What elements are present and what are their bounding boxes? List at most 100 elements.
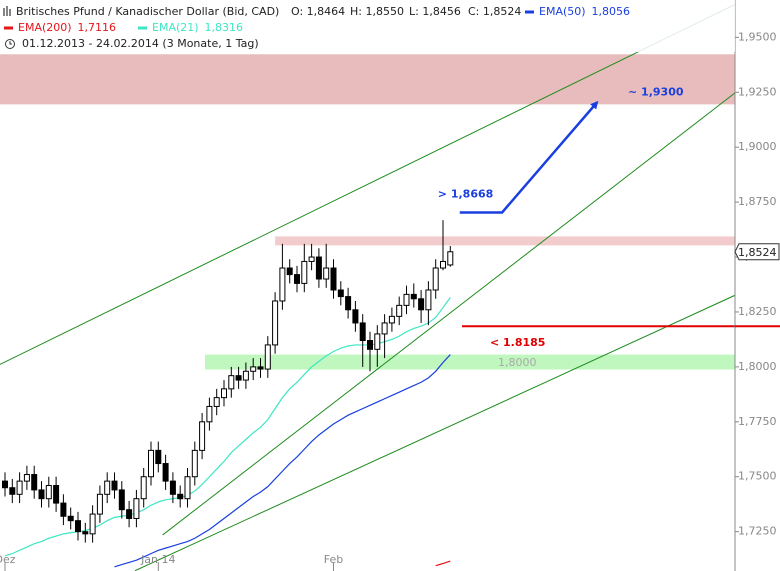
candle-body: [2, 480, 8, 489]
candle-body: [23, 474, 30, 482]
candle-body: [162, 463, 169, 482]
candle-body: [410, 293, 417, 300]
arrow-end-label: ~ 1,9300: [628, 85, 684, 98]
header-bg: [0, 0, 735, 52]
candle-body: [60, 502, 67, 517]
candle-body: [418, 298, 425, 311]
candle-body: [155, 449, 162, 465]
support-label: < 1.8185: [490, 336, 545, 349]
candle-body: [184, 476, 191, 500]
candle-body: [126, 509, 133, 519]
zone: [205, 354, 735, 370]
period: 01.12.2013 - 24.02.2014 (3 Monate, 1 Tag…: [22, 37, 259, 50]
quote-close: C: 1,8524: [468, 5, 521, 18]
candle-body: [140, 476, 147, 500]
x-tick-label: Feb: [324, 553, 343, 566]
arrow-start-label: > 1,8668: [438, 187, 494, 200]
legend-value: 1,8056: [592, 5, 631, 18]
candle-body: [89, 513, 96, 535]
candle-body: [432, 267, 439, 291]
header: Britisches Pfund / Kanadischer Dollar (B…: [0, 0, 735, 52]
candle-body: [9, 487, 16, 495]
candle-body: [53, 485, 60, 504]
quote-high: H: 1,8550: [350, 5, 404, 18]
candle-body: [118, 489, 125, 511]
candle-body: [352, 309, 359, 324]
zone: [275, 236, 735, 246]
legend-name: EMA(50): [539, 5, 586, 18]
quote-low: L: 1,8456: [409, 5, 461, 18]
y-tick-label: 1,9500: [738, 30, 777, 43]
candle-body: [279, 267, 286, 302]
legend-value: 1,7116: [78, 21, 117, 34]
candle-body: [75, 520, 81, 533]
trend-line: [134, 294, 735, 571]
clock-hands: [9, 41, 12, 45]
candle-body: [199, 421, 206, 451]
legend-swatch: [138, 26, 147, 30]
legend-swatch: [525, 10, 534, 14]
y-tick-label: 1,7250: [738, 525, 777, 538]
candle-body: [213, 397, 220, 407]
candle-body: [228, 375, 235, 390]
x-tick-label: Jan 14: [140, 553, 175, 566]
candle-body: [315, 256, 322, 280]
clock-icon: [5, 39, 15, 49]
y-tick-label: 1,9250: [738, 85, 777, 98]
candle-body: [148, 449, 154, 478]
candle-body: [264, 344, 271, 370]
trend-line: [0, 3, 735, 365]
candle-body: [104, 480, 111, 495]
candle-body: [286, 267, 293, 276]
candle-body: [330, 267, 337, 291]
trend-line: [162, 92, 735, 536]
zone-label: 1,8000: [498, 356, 537, 369]
candle-body: [82, 531, 89, 535]
candle-body: [345, 296, 352, 311]
candle-body: [45, 485, 52, 500]
candle-body: [425, 289, 432, 311]
target-arrow: [459, 100, 599, 214]
last-price-box: [734, 243, 780, 261]
candle-body: [67, 515, 74, 522]
candle-body: [235, 375, 242, 381]
candle-body: [294, 274, 300, 284]
candle-body: [440, 260, 446, 269]
x-tick-label: Dez: [0, 553, 16, 566]
candle-body: [381, 322, 388, 335]
legend-name: EMA(200): [18, 21, 72, 34]
indicator-line: [435, 560, 451, 567]
indicator-line: [114, 354, 451, 568]
candle-body: [242, 370, 249, 381]
candle-body: [221, 388, 227, 399]
y-tick-label: 1,9000: [738, 140, 777, 153]
candle-body: [133, 498, 140, 519]
y-tick-label: 1,7750: [738, 415, 777, 428]
candle-body: [396, 304, 403, 317]
legend-name: EMA(21): [152, 21, 199, 34]
candle-body: [206, 405, 213, 423]
last-price-label: 1,8524: [738, 246, 777, 259]
candle-body: [96, 493, 103, 515]
legend-value: 1,8316: [205, 21, 244, 34]
candle-body: [16, 480, 23, 495]
candle-body: [337, 289, 344, 298]
candle-body: [31, 474, 38, 491]
candle-body: [374, 333, 381, 350]
candle-body: [301, 260, 308, 284]
legend-swatch: [4, 26, 13, 30]
candle-body: [323, 267, 330, 280]
y-tick-label: 1,8750: [738, 195, 777, 208]
annotations: < 1.8185 > 1,8668 ~ 1,9300: [438, 85, 684, 349]
candle-body: [272, 300, 279, 346]
candle-body: [111, 480, 118, 491]
candle-body: [38, 489, 45, 500]
candle-body: [308, 256, 315, 262]
y-tick-label: 1,8250: [738, 305, 777, 318]
y-tick-label: 1,8000: [738, 360, 777, 373]
y-tick-label: 1,7500: [738, 470, 777, 483]
chart-title: Britisches Pfund / Kanadischer Dollar (B…: [16, 5, 279, 18]
plot-area: 1,8000: [0, 3, 735, 571]
